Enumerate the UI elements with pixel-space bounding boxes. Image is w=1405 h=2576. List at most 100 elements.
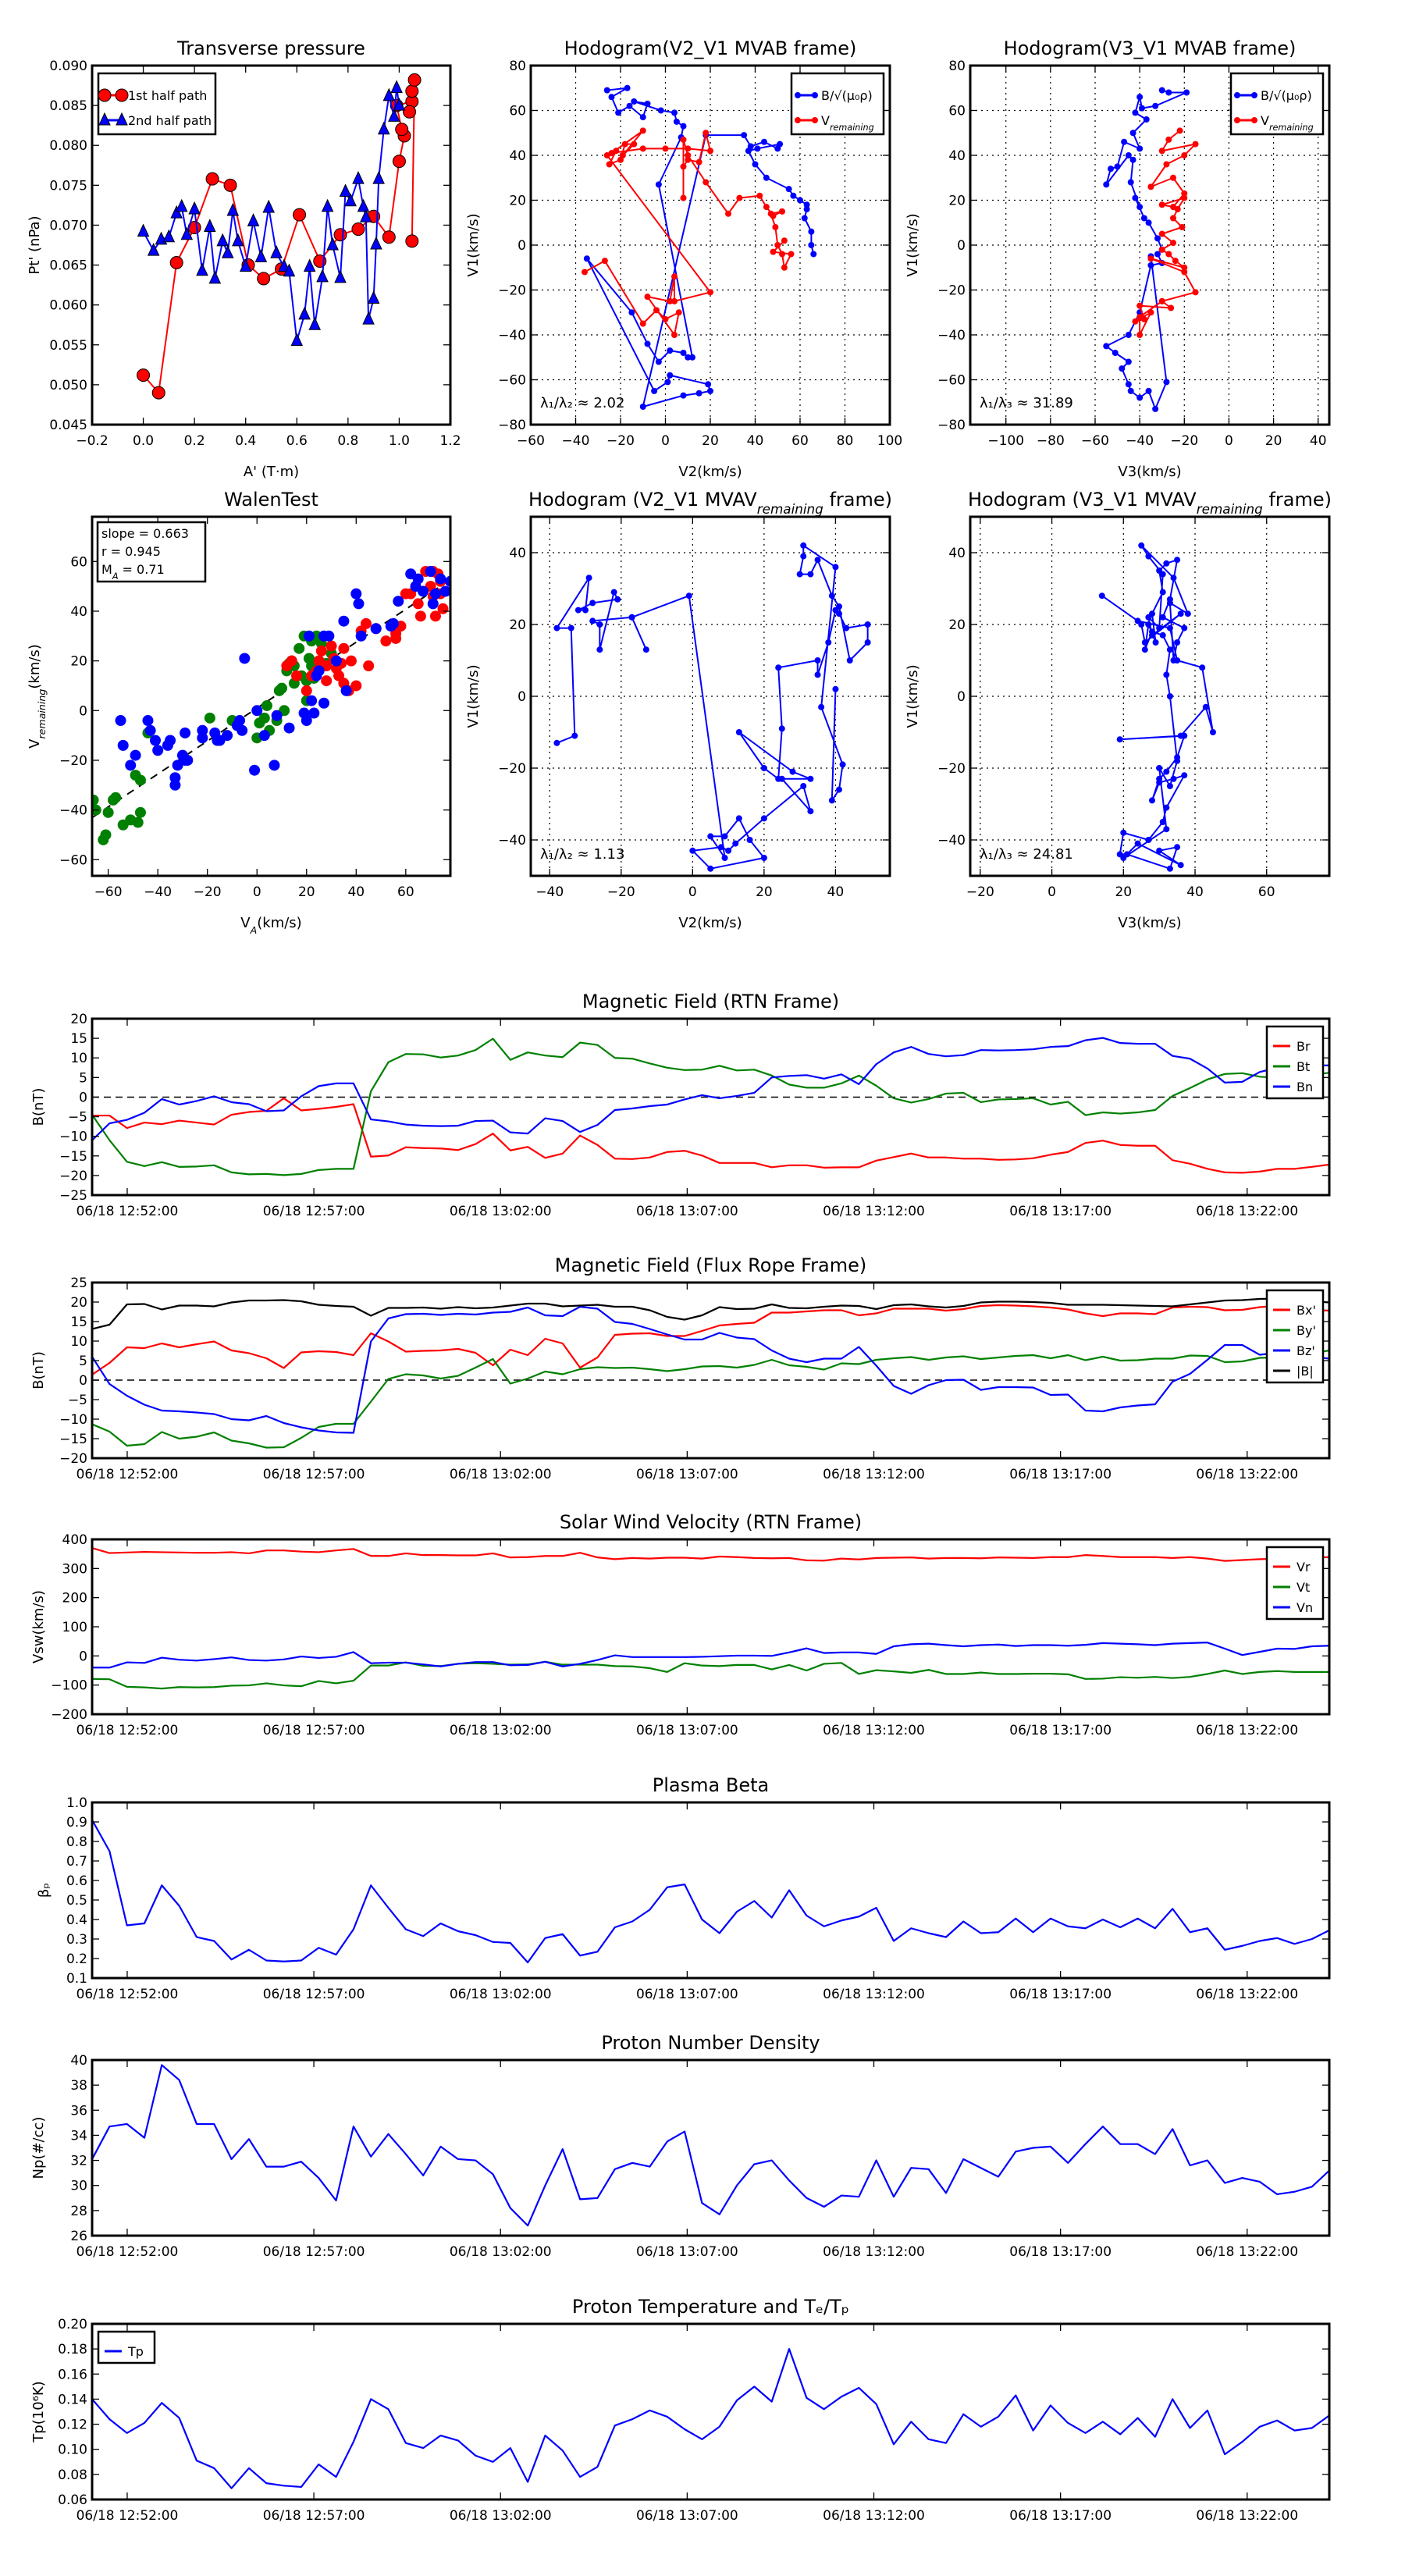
x-tick-label: 0.8 [337, 433, 358, 449]
point-marker [836, 610, 843, 617]
y-tick-label: −5 [68, 1393, 87, 1408]
triangle-marker [308, 317, 322, 330]
eigenvalue-ratio-annotation: λ₁/λ₂ ≈ 1.13 [540, 846, 624, 863]
legend-item: |B| [1273, 1364, 1314, 1379]
point-marker [864, 639, 871, 646]
point-marker [418, 585, 429, 597]
point-marker [808, 242, 815, 248]
x-tick-label: 06/18 12:57:00 [263, 1723, 365, 1738]
legend-label: Br [1297, 1039, 1311, 1054]
series-line [92, 1037, 1329, 1176]
point-marker [741, 132, 748, 139]
point-marker [760, 765, 767, 771]
triangle-marker [270, 245, 283, 258]
point-marker [1145, 387, 1152, 394]
point-marker [615, 109, 622, 116]
y-tick-label: 32 [70, 2154, 87, 2169]
x-tick-label: −20 [1170, 433, 1198, 449]
point-marker [330, 655, 342, 667]
point-marker [102, 806, 114, 818]
point-marker [1145, 837, 1152, 843]
point-marker [1181, 264, 1188, 271]
legend-label: Vt [1297, 1580, 1310, 1595]
point-marker [333, 228, 347, 242]
legend: B/√(μ₀ρ) Vremaining [790, 72, 885, 136]
point-marker [403, 105, 417, 119]
x-tick-label: 06/18 13:22:00 [1196, 2508, 1298, 2524]
text-part: V [27, 738, 43, 749]
chart-title: Hodogram(V2_V1 MVAB frame) [564, 37, 857, 59]
stat-line: slope = 0.663 [101, 526, 189, 541]
triangle-marker [357, 198, 370, 212]
x-tick-label: 06/18 12:52:00 [76, 1204, 179, 1219]
x-tick-label: 100 [877, 433, 902, 449]
x-tick-label: 20 [1265, 433, 1282, 449]
y-tick-label: 28 [70, 2204, 87, 2219]
series-line [92, 1819, 1329, 1964]
x-tick-label: 80 [837, 433, 854, 449]
x-tick-label: 20 [756, 884, 773, 900]
series-beta [92, 1819, 1329, 1964]
triangle-marker [382, 87, 396, 101]
x-tick-label: 06/18 13:12:00 [823, 1987, 925, 2002]
x-tick-label: 40 [747, 433, 764, 449]
series-br [92, 1097, 1329, 1174]
x-tick-label: −40 [562, 433, 590, 449]
y-tick-label: 15 [70, 1315, 87, 1330]
axes-frame [91, 1801, 1331, 1980]
y-tick-label: 20 [70, 1295, 87, 1311]
point-marker [142, 715, 154, 727]
point-marker [702, 179, 710, 186]
point-marker [340, 685, 352, 696]
series-vr [92, 1547, 1329, 1562]
point-marker [325, 640, 337, 652]
point-marker [1170, 575, 1177, 582]
x-tick-label: 0.6 [286, 433, 308, 449]
point-marker [249, 764, 261, 776]
point-marker [864, 621, 871, 628]
x-tick-label: 06/18 12:52:00 [76, 1723, 179, 1738]
point-marker [1181, 772, 1188, 779]
point-marker [293, 208, 307, 222]
axes-frame [91, 2322, 1331, 2501]
y-tick-label: 0.1 [66, 1971, 87, 1987]
triangle-marker [278, 258, 290, 272]
point-marker [1145, 614, 1152, 621]
point-marker [435, 573, 446, 585]
y-tick-label: 0.6 [66, 1873, 87, 1889]
point-marker [115, 88, 129, 102]
legend: 1st half path 2nd half path [97, 72, 217, 136]
point-marker [846, 657, 853, 664]
point-marker [412, 573, 424, 585]
x-tick-label: 40 [1310, 433, 1327, 449]
text-part: Hodogram (V3_V1 MVAV [968, 489, 1197, 511]
y-tick-label: 0.7 [66, 1854, 87, 1870]
point-marker [197, 732, 208, 744]
legend: B/√(μ₀ρ) Vremaining [1229, 72, 1325, 136]
x-tick-label: 06/18 13:17:00 [1009, 1723, 1112, 1738]
eigenvalue-ratio-annotation: λ₁/λ₂ ≈ 2.02 [540, 395, 624, 411]
point-marker [631, 141, 638, 148]
y-axis-label: Tp(10⁶K) [30, 2381, 47, 2443]
point-marker [583, 255, 590, 262]
y-tick-label: 40 [70, 2053, 87, 2069]
plot-content [92, 1819, 1329, 1964]
point-marker [795, 92, 801, 98]
subscript: remaining [36, 689, 48, 739]
triangle-marker [254, 249, 268, 262]
point-marker [626, 102, 633, 109]
point-marker [1163, 804, 1170, 811]
y-tick-label: −20 [59, 1169, 87, 1184]
series-b- [583, 84, 817, 410]
point-marker [110, 792, 122, 803]
point-marker [1147, 255, 1154, 262]
point-marker [673, 118, 680, 125]
x-tick-label: −20 [966, 884, 994, 900]
point-marker [1152, 405, 1159, 412]
y-tick-label: −40 [937, 328, 966, 343]
point-marker [1132, 318, 1139, 325]
series-line [92, 1297, 1329, 1330]
y-tick-label: 0.090 [49, 59, 87, 74]
hodogram-v2-v1-mvab-panel: −60 −40 −20 0 20 40 60 80 100−80−60−40−200204060… [465, 37, 902, 480]
y-tick-label: −20 [498, 761, 526, 777]
